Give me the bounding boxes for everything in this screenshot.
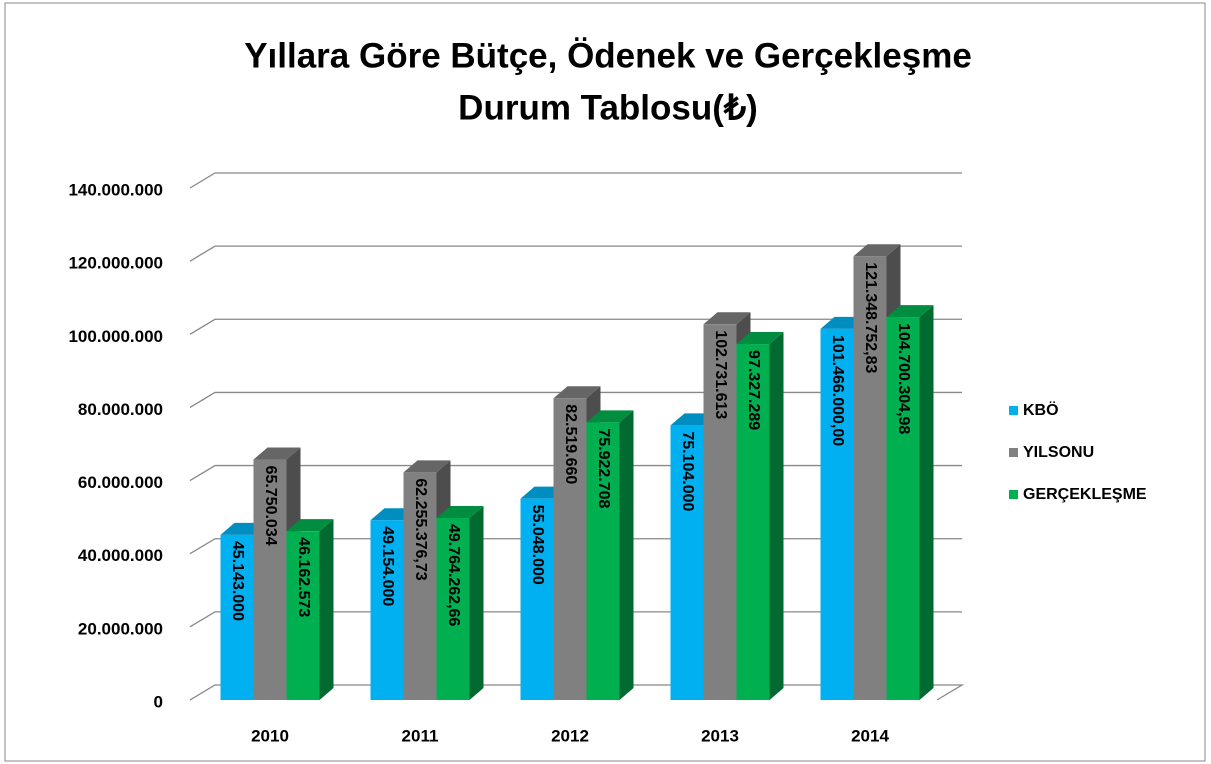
y-tick-label: 100.000.000 bbox=[68, 327, 163, 346]
bar-side bbox=[469, 506, 484, 700]
x-tick-label: 2013 bbox=[701, 726, 739, 745]
y-axis bbox=[189, 684, 216, 701]
legend-label: KBÖ bbox=[1023, 400, 1059, 419]
value-label: 49.154.000 bbox=[379, 526, 396, 606]
y-tick-label: 0 bbox=[154, 692, 163, 711]
bar-front bbox=[853, 256, 887, 700]
bar bbox=[436, 506, 484, 700]
value-label: 97.327.289 bbox=[745, 350, 762, 430]
bar-front bbox=[220, 534, 254, 700]
bar-front bbox=[586, 422, 620, 700]
value-label: 75.104.000 bbox=[679, 431, 696, 511]
y-tick-label: 80.000.000 bbox=[78, 400, 163, 419]
legend-swatch bbox=[1009, 406, 1018, 415]
bar-front bbox=[520, 498, 554, 700]
bar-side bbox=[319, 519, 334, 700]
x-tick-label: 2010 bbox=[251, 726, 289, 745]
bar-front bbox=[436, 518, 470, 700]
bar-front bbox=[736, 344, 770, 700]
value-label: 101.466.000,00 bbox=[829, 335, 846, 446]
x-tick-label: 2012 bbox=[551, 726, 589, 745]
value-label: 55.048.000 bbox=[529, 505, 546, 585]
bar-front bbox=[553, 398, 587, 700]
bar-top bbox=[586, 410, 634, 423]
x-tick-label: 2014 bbox=[851, 726, 889, 745]
bar-top bbox=[286, 519, 334, 532]
bar bbox=[586, 410, 634, 700]
y-tick-label: 60.000.000 bbox=[78, 473, 163, 492]
legend-swatch bbox=[1009, 448, 1018, 457]
bar-front bbox=[370, 520, 404, 700]
bar-side bbox=[769, 332, 784, 700]
bar-top bbox=[853, 244, 901, 257]
value-label: 102.731.613 bbox=[712, 330, 729, 419]
bar-top bbox=[253, 447, 301, 460]
bar-front bbox=[886, 317, 920, 700]
bar bbox=[736, 332, 784, 700]
bar-top bbox=[703, 312, 751, 325]
bar bbox=[286, 519, 334, 700]
chart-title: Yıllara Göre Bütçe, Ödenek ve Gerçekleşm… bbox=[244, 36, 972, 75]
legend-swatch bbox=[1009, 490, 1018, 499]
value-label: 46.162.573 bbox=[295, 537, 312, 617]
y-tick-label: 120.000.000 bbox=[68, 254, 163, 273]
x-tick-label: 2011 bbox=[402, 726, 439, 745]
bar-front bbox=[253, 459, 287, 700]
bar-front bbox=[403, 472, 437, 700]
chart-title: Durum Tablosu(₺) bbox=[458, 88, 758, 127]
bar-front bbox=[820, 328, 854, 700]
legend-label: GERÇEKLEŞME bbox=[1023, 486, 1147, 503]
value-label: 49.764.262,66 bbox=[445, 524, 462, 626]
value-label: 121.348.752,83 bbox=[862, 262, 879, 373]
y-tick-label: 40.000.000 bbox=[78, 546, 163, 565]
value-label: 65.750.034 bbox=[262, 466, 279, 546]
value-label: 82.519.660 bbox=[562, 404, 579, 484]
value-label: 45.143.000 bbox=[229, 541, 246, 621]
bar-side bbox=[919, 305, 934, 700]
bar-top bbox=[736, 332, 784, 345]
bar-top bbox=[553, 386, 601, 399]
y-tick-label: 140.000.000 bbox=[68, 180, 163, 199]
value-label: 75.922.708 bbox=[595, 428, 612, 508]
bar-top bbox=[886, 305, 934, 318]
bar-side bbox=[619, 410, 634, 700]
grid-line bbox=[189, 172, 962, 189]
bar-front bbox=[286, 531, 320, 700]
bar-front bbox=[670, 425, 704, 700]
bar-top bbox=[403, 460, 451, 473]
bar-top bbox=[436, 506, 484, 519]
value-label: 104.700.304,98 bbox=[895, 323, 912, 434]
y-tick-label: 20.000.000 bbox=[78, 619, 163, 638]
bar bbox=[886, 305, 934, 700]
legend-label: YILSONU bbox=[1023, 444, 1094, 461]
bar-front bbox=[703, 324, 737, 700]
value-label: 62.255.376,73 bbox=[412, 478, 429, 580]
grid-line bbox=[189, 245, 962, 262]
